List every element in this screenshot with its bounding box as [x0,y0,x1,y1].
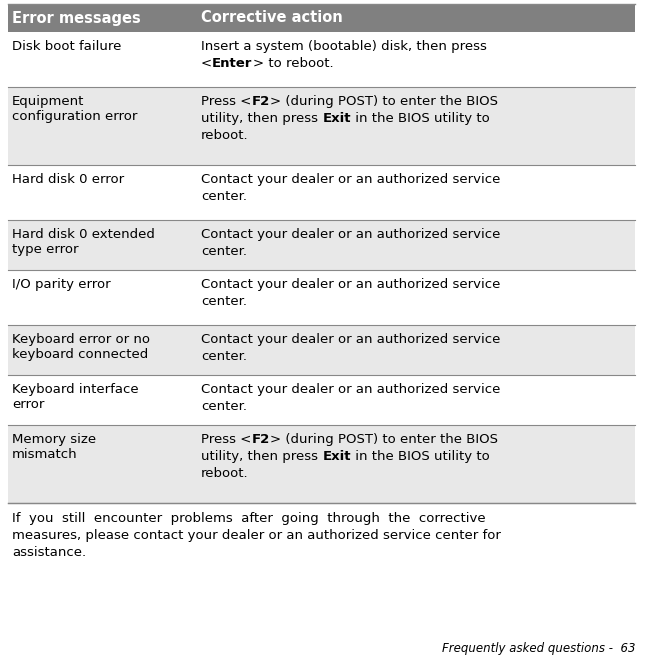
Text: Contact your dealer or an authorized service: Contact your dealer or an authorized ser… [201,228,500,241]
Text: reboot.: reboot. [201,467,249,480]
Text: If  you  still  encounter  problems  after  going  through  the  corrective: If you still encounter problems after go… [12,512,485,525]
Text: Hard disk 0 extended
type error: Hard disk 0 extended type error [12,228,155,256]
Text: Memory size
mismatch: Memory size mismatch [12,433,96,461]
Text: in the BIOS utility to: in the BIOS utility to [350,112,489,125]
Text: F2: F2 [251,433,269,446]
Text: Contact your dealer or an authorized service: Contact your dealer or an authorized ser… [201,173,500,186]
Text: Exit: Exit [323,112,350,125]
Text: F2: F2 [251,95,269,108]
Text: Contact your dealer or an authorized service: Contact your dealer or an authorized ser… [201,383,500,396]
Bar [8,270,635,325]
Text: in the BIOS utility to: in the BIOS utility to [350,450,489,463]
Text: Contact your dealer or an authorized service: Contact your dealer or an authorized ser… [201,333,500,346]
Bar [8,32,635,87]
Text: measures, please contact your dealer or an authorized service center for: measures, please contact your dealer or … [12,529,501,542]
Text: > to reboot.: > to reboot. [252,57,333,70]
Text: > (during POST) to enter the BIOS: > (during POST) to enter the BIOS [269,95,498,108]
Bar [8,220,635,270]
Text: Error messages: Error messages [12,11,141,25]
Text: Keyboard interface
error: Keyboard interface error [12,383,139,411]
Text: Equipment
configuration error: Equipment configuration error [12,95,138,123]
Text: assistance.: assistance. [12,546,86,559]
Bar [8,375,635,425]
Text: center.: center. [201,190,247,203]
Text: Press <: Press < [201,433,251,446]
Text: utility, then press: utility, then press [201,450,323,463]
Bar [8,425,635,503]
Bar [8,165,635,220]
Text: I/O parity error: I/O parity error [12,278,110,291]
Text: Disk boot failure: Disk boot failure [12,40,121,53]
Text: utility, then press: utility, then press [201,112,323,125]
Text: Keyboard error or no
keyboard connected: Keyboard error or no keyboard connected [12,333,150,361]
Text: center.: center. [201,400,247,413]
Text: center.: center. [201,295,247,308]
Text: reboot.: reboot. [201,129,249,142]
Text: center.: center. [201,245,247,258]
Text: <: < [201,57,212,70]
Bar [8,325,635,375]
Text: center.: center. [201,350,247,363]
Text: Exit: Exit [323,450,350,463]
Text: Insert a system (bootable) disk, then press: Insert a system (bootable) disk, then pr… [201,40,487,53]
Bar [8,87,635,165]
Text: Frequently asked questions -  63: Frequently asked questions - 63 [441,642,635,655]
Bar [8,4,635,32]
Text: Corrective action: Corrective action [201,11,343,25]
Text: Enter: Enter [212,57,252,70]
Text: > (during POST) to enter the BIOS: > (during POST) to enter the BIOS [269,433,498,446]
Text: Hard disk 0 error: Hard disk 0 error [12,173,124,186]
Text: Contact your dealer or an authorized service: Contact your dealer or an authorized ser… [201,278,500,291]
Text: Press <: Press < [201,95,251,108]
